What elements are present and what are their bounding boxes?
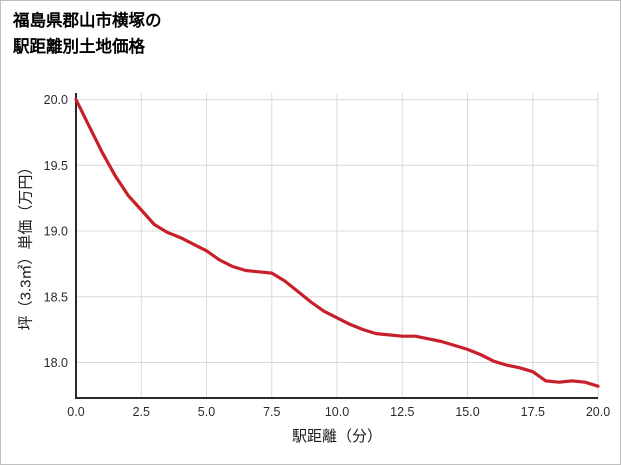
x-tick-label: 7.5 xyxy=(263,405,280,419)
y-tick-label: 19.5 xyxy=(44,159,68,173)
chart-title-line2: 駅距離別土地価格 xyxy=(13,37,145,56)
y-tick-label: 20.0 xyxy=(44,93,68,107)
x-tick-label: 10.0 xyxy=(325,405,349,419)
x-tick-label: 5.0 xyxy=(198,405,215,419)
x-tick-label: 12.5 xyxy=(390,405,414,419)
y-tick-label: 19.0 xyxy=(44,225,68,239)
chart-title-line1: 福島県郡山市横塚の xyxy=(13,12,162,30)
y-axis-label: 坪（3.3㎡）単価（万円） xyxy=(17,159,35,331)
x-tick-label: 20.0 xyxy=(586,405,610,419)
y-tick-label: 18.5 xyxy=(44,290,68,304)
x-axis-label: 駅距離（分） xyxy=(291,428,383,445)
chart-title: 福島県郡山市横塚の 駅距離別土地価格 xyxy=(13,9,162,60)
y-tick-label: 18.0 xyxy=(44,356,68,370)
x-tick-label: 2.5 xyxy=(133,405,150,419)
x-tick-label: 17.5 xyxy=(521,405,545,419)
x-tick-label: 15.0 xyxy=(455,405,479,419)
x-tick-label: 0.0 xyxy=(67,405,84,419)
price-line xyxy=(74,97,600,388)
